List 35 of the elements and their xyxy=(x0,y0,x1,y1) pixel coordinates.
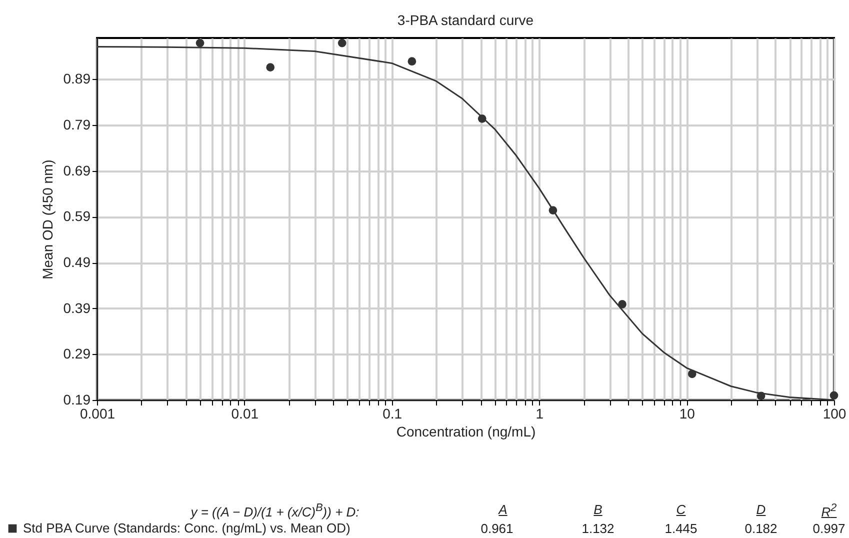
x-tick-label: 0.01 xyxy=(231,406,259,422)
chart-title: 3-PBA standard curve xyxy=(397,12,534,28)
text: 1.445 xyxy=(664,521,698,536)
point xyxy=(618,300,626,308)
x-axis-title: Concentration (ng/mL) xyxy=(396,424,536,440)
y-tick-label: 0.39 xyxy=(63,300,91,316)
x-tick-label: 0.001 xyxy=(80,406,116,422)
y-axis-title: Mean OD (450 nm) xyxy=(39,160,56,280)
text: 0.997 xyxy=(812,521,846,536)
x-tick-label: 0.1 xyxy=(382,406,402,422)
y-tick-label: 0.79 xyxy=(63,116,91,133)
point xyxy=(408,57,416,66)
x-tick-label: 1 xyxy=(536,406,544,422)
y-tick-label: 0.69 xyxy=(63,162,91,178)
text: 1.132 xyxy=(582,521,614,536)
text: A xyxy=(498,502,508,517)
legend-label: Std PBA Curve (Standards: Conc. (ng/mL) vs. Mean OD) xyxy=(23,520,350,536)
point xyxy=(196,38,204,48)
y-tick-label: 0.29 xyxy=(63,346,91,362)
y-tick-label: 0.49 xyxy=(63,254,91,270)
y-tick-label: 0.89 xyxy=(63,70,91,87)
y-tick-label: 0.59 xyxy=(63,208,91,224)
text: 0.961 xyxy=(480,521,514,536)
text: 0.182 xyxy=(744,521,778,536)
point xyxy=(830,391,838,400)
text: y = ((A − D)/(1 + (x/C)$^{B}$)) + D: xyxy=(190,502,360,520)
text: D xyxy=(756,502,766,517)
text: C xyxy=(676,502,686,517)
x-tick-label: 10 xyxy=(679,406,696,422)
text: R$^{2}$ xyxy=(821,502,837,520)
point xyxy=(266,63,275,72)
x-tick-label: 100 xyxy=(822,406,846,422)
point xyxy=(338,38,346,48)
text: B xyxy=(594,502,602,517)
y-tick-label: 0.19 xyxy=(63,392,91,408)
